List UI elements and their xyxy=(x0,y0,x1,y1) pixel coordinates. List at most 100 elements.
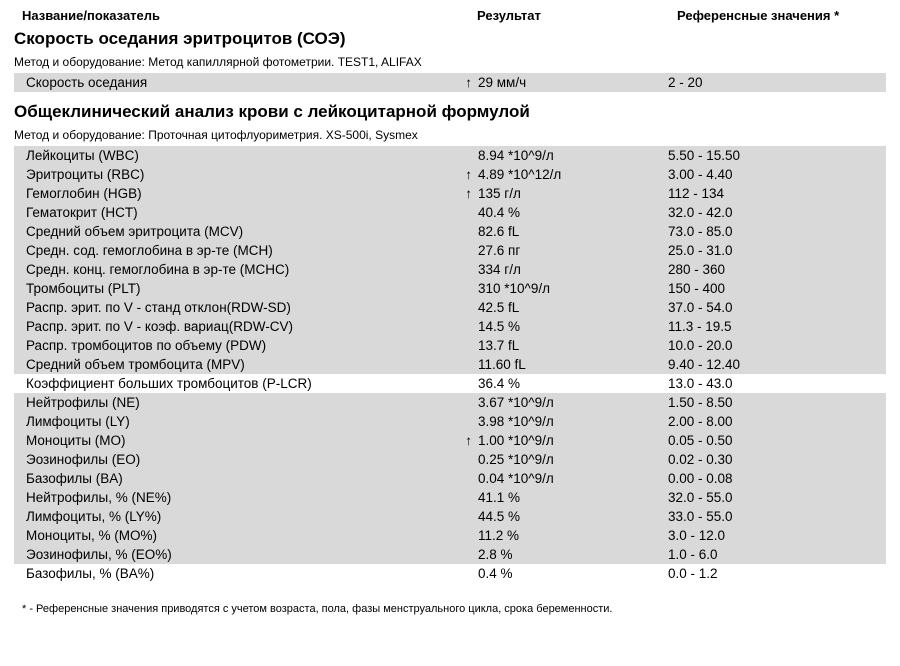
row-result: 310 *10^9/л xyxy=(478,279,668,298)
row-name: Распр. тромбоцитов по объему (PDW) xyxy=(14,336,444,355)
row-result: 135 г/л xyxy=(478,184,668,203)
row-name: Моноциты (MO) xyxy=(14,431,444,450)
row-reference: 0.02 - 0.30 xyxy=(668,450,886,469)
row-result: 11.2 % xyxy=(478,526,668,545)
row-name: Лейкоциты (WBC) xyxy=(14,146,444,165)
footnote: * - Референсные значения приводятся с уч… xyxy=(14,603,886,615)
row-name: Эозинофилы (EO) xyxy=(14,450,444,469)
table-row: Лейкоциты (WBC) 8.94 *10^9/л5.50 - 15.50 xyxy=(14,146,886,165)
row-reference: 2.00 - 8.00 xyxy=(668,412,886,431)
table-row: Средн. конц. гемоглобина в эр-те (MCHC) 3… xyxy=(14,260,886,279)
row-reference: 0.0 - 1.2 xyxy=(668,564,886,583)
row-name: Нейтрофилы, % (NE%) xyxy=(14,488,444,507)
row-name: Эритроциты (RBC) xyxy=(14,165,444,184)
row-result: 0.4 % xyxy=(478,564,668,583)
table-row: Базофилы, % (BA%)0.4 %0.0 - 1.2 xyxy=(14,564,886,583)
sections-container: Скорость оседания эритроцитов (СОЭ) Метод… xyxy=(14,29,886,589)
table-row: Коэффициент больших тромбоцитов (P-LCR)3… xyxy=(14,374,886,393)
table-row: Лимфоциты (LY)3.98 *10^9/л2.00 - 8.00 xyxy=(14,412,886,431)
header-name: Название/показатель xyxy=(14,8,477,23)
row-result: 11.60 fL xyxy=(478,355,668,374)
row-name: Тромбоциты (PLT) xyxy=(14,279,444,298)
table-row: Моноциты (MO)↑1.00 *10^9/л0.05 - 0.50 xyxy=(14,431,886,450)
table-row: Скорость оседания↑29 мм/ч2 - 20 xyxy=(14,73,886,92)
row-result: 42.5 fL xyxy=(478,298,668,317)
row-name: Средн. сод. гемоглобина в эр-те (MCH) xyxy=(14,241,444,260)
row-name: Распр. эрит. по V - станд отклон(RDW-SD) xyxy=(14,298,444,317)
table-row: Моноциты, % (MO%) 11.2 %3.0 - 12.0 xyxy=(14,526,886,545)
row-reference: 5.50 - 15.50 xyxy=(668,146,886,165)
row-reference: 11.3 - 19.5 xyxy=(668,317,886,336)
table-row: Нейтрофилы, % (NE%)41.1 %32.0 - 55.0 xyxy=(14,488,886,507)
table-row: Нейтрофилы (NE)3.67 *10^9/л1.50 - 8.50 xyxy=(14,393,886,412)
row-result: 334 г/л xyxy=(478,260,668,279)
row-name: Эозинофилы, % (EO%) xyxy=(14,545,444,564)
table-row: Распр. эрит. по V - коэф. вариац(RDW-CV)… xyxy=(14,317,886,336)
row-name: Лимфоциты, % (LY%) xyxy=(14,507,444,526)
row-name: Нейтрофилы (NE) xyxy=(14,393,444,412)
row-reference: 9.40 - 12.40 xyxy=(668,355,886,374)
table-row: Эозинофилы (EO) 0.25 *10^9/л0.02 - 0.30 xyxy=(14,450,886,469)
arrow-up-icon: ↑ xyxy=(444,184,478,203)
row-result: 0.04 *10^9/л xyxy=(478,469,668,488)
row-reference: 3.00 - 4.40 xyxy=(668,165,886,184)
row-reference: 13.0 - 43.0 xyxy=(668,374,886,393)
header-reference: Референсные значения * xyxy=(677,8,886,23)
row-reference: 1.0 - 6.0 xyxy=(668,545,886,564)
method-value: Проточная цитофлуориметрия. XS-500i, Sys… xyxy=(148,128,418,142)
section-spacer xyxy=(14,92,886,98)
table-row: Средний объем эритроцита (MCV) 82.6 fL73.… xyxy=(14,222,886,241)
row-name: Гемоглобин (HGB) xyxy=(14,184,444,203)
row-reference: 32.0 - 55.0 xyxy=(668,488,886,507)
section-title: Общеклинический анализ крови с лейкоцита… xyxy=(14,102,886,122)
method-label: Метод и оборудование: xyxy=(14,128,148,142)
table-row: Распр. эрит. по V - станд отклон(RDW-SD)… xyxy=(14,298,886,317)
row-name: Средн. конц. гемоглобина в эр-те (MCHC) xyxy=(14,260,444,279)
row-reference: 150 - 400 xyxy=(668,279,886,298)
table-row: Гемоглобин (HGB)↑135 г/л112 - 134 xyxy=(14,184,886,203)
row-reference: 3.0 - 12.0 xyxy=(668,526,886,545)
table-row: Гематокрит (HCT) 40.4 %32.0 - 42.0 xyxy=(14,203,886,222)
row-result: 27.6 пг xyxy=(478,241,668,260)
row-result: 3.67 *10^9/л xyxy=(478,393,668,412)
row-reference: 112 - 134 xyxy=(668,184,886,203)
table-row: Эозинофилы, % (EO%) 2.8 %1.0 - 6.0 xyxy=(14,545,886,564)
row-reference: 0.00 - 0.08 xyxy=(668,469,886,488)
method-line: Метод и оборудование: Проточная цитофлуо… xyxy=(14,128,886,142)
row-name: Базофилы (BA) xyxy=(14,469,444,488)
row-name: Гематокрит (HCT) xyxy=(14,203,444,222)
row-name: Коэффициент больших тромбоцитов (P-LCR) xyxy=(14,374,444,393)
row-result: 44.5 % xyxy=(478,507,668,526)
table-header: Название/показатель Результат Референсны… xyxy=(14,8,886,23)
row-result: 82.6 fL xyxy=(478,222,668,241)
section-title: Скорость оседания эритроцитов (СОЭ) xyxy=(14,29,886,49)
row-name: Лимфоциты (LY) xyxy=(14,412,444,431)
row-result: 1.00 *10^9/л xyxy=(478,431,668,450)
row-name: Средний объем эритроцита (MCV) xyxy=(14,222,444,241)
header-result: Результат xyxy=(477,8,677,23)
row-result: 0.25 *10^9/л xyxy=(478,450,668,469)
row-name: Моноциты, % (MO%) xyxy=(14,526,444,545)
row-result: 4.89 *10^12/л xyxy=(478,165,668,184)
row-reference: 37.0 - 54.0 xyxy=(668,298,886,317)
method-line: Метод и оборудование: Метод капиллярной … xyxy=(14,55,886,69)
row-result: 2.8 % xyxy=(478,545,668,564)
row-reference: 32.0 - 42.0 xyxy=(668,203,886,222)
row-name: Скорость оседания xyxy=(14,73,444,92)
row-reference: 73.0 - 85.0 xyxy=(668,222,886,241)
row-result: 13.7 fL xyxy=(478,336,668,355)
table-row: Базофилы (BA) 0.04 *10^9/л0.00 - 0.08 xyxy=(14,469,886,488)
method-label: Метод и оборудование: xyxy=(14,55,148,69)
row-reference: 10.0 - 20.0 xyxy=(668,336,886,355)
row-reference: 33.0 - 55.0 xyxy=(668,507,886,526)
row-reference: 25.0 - 31.0 xyxy=(668,241,886,260)
table-row: Тромбоциты (PLT) 310 *10^9/л150 - 400 xyxy=(14,279,886,298)
row-result: 40.4 % xyxy=(478,203,668,222)
row-result: 8.94 *10^9/л xyxy=(478,146,668,165)
arrow-up-icon: ↑ xyxy=(444,73,478,92)
table-row: Лимфоциты, % (LY%) 44.5 %33.0 - 55.0 xyxy=(14,507,886,526)
row-name: Распр. эрит. по V - коэф. вариац(RDW-CV) xyxy=(14,317,444,336)
row-result: 14.5 % xyxy=(478,317,668,336)
lab-report: Название/показатель Результат Референсны… xyxy=(0,0,900,629)
section-spacer xyxy=(14,583,886,589)
